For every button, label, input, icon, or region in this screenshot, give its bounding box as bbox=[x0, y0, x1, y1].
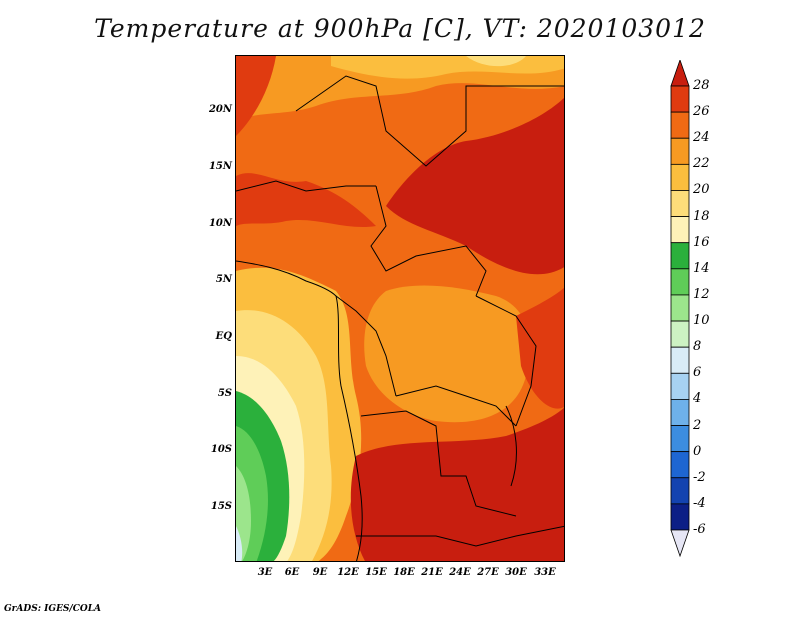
colorbar-tick-label: -6 bbox=[693, 522, 706, 537]
coastline-west-africa bbox=[236, 260, 363, 561]
lon-label: 6E bbox=[284, 567, 300, 578]
lon-label: 27E bbox=[477, 567, 499, 578]
colorbar-segment bbox=[670, 190, 690, 217]
lat-label: 5N bbox=[215, 274, 232, 285]
colorbar-tick-label: 2 bbox=[693, 417, 702, 433]
lat-label: 10S bbox=[210, 444, 232, 455]
chart-title: Temperature at 900hPa [C], VT: 202010301… bbox=[94, 14, 706, 43]
border-angola bbox=[360, 410, 517, 517]
colorbar-tick-label: 4 bbox=[693, 391, 702, 407]
colorbar-segment bbox=[670, 320, 690, 348]
colorbar bbox=[670, 60, 690, 558]
lon-label: 18E bbox=[393, 567, 415, 578]
colorbar-segment bbox=[670, 399, 690, 426]
lat-label: 10N bbox=[208, 218, 232, 229]
lon-label: 3E bbox=[257, 567, 273, 578]
lat-label: 5S bbox=[217, 388, 232, 399]
field-eastafrica-hot bbox=[516, 287, 564, 409]
colorbar-segment bbox=[670, 137, 690, 165]
colorbar-segment bbox=[670, 242, 690, 270]
field-sudan-hot bbox=[386, 97, 564, 275]
colorbar-tick-label: 20 bbox=[693, 182, 710, 198]
lon-label: 15E bbox=[365, 567, 387, 578]
field-north-warm bbox=[236, 56, 564, 121]
colorbar-segment bbox=[670, 372, 690, 400]
colorbar-tick-label: 0 bbox=[693, 443, 702, 459]
colorbar-tick-label: 24 bbox=[693, 130, 710, 146]
colorbar-segment bbox=[670, 451, 690, 479]
lon-label: 30E bbox=[505, 567, 527, 578]
lon-label: 33E bbox=[534, 567, 556, 578]
colorbar-bottom-triangle bbox=[670, 529, 690, 558]
border-cameroon bbox=[335, 295, 397, 397]
field-westsahel-hot bbox=[236, 173, 376, 228]
colorbar-tick-label: 18 bbox=[693, 208, 710, 224]
colorbar-segment bbox=[670, 216, 690, 244]
colorbar-tick-label: -2 bbox=[693, 469, 706, 485]
border-south bbox=[356, 525, 564, 547]
colorbar-tick-label: 28 bbox=[693, 78, 710, 93]
colorbar-segment bbox=[670, 268, 690, 296]
colorbar-segment bbox=[670, 111, 690, 139]
credit-text: GrADS: IGES/COLA bbox=[4, 604, 102, 614]
field-south-hot bbox=[350, 407, 564, 561]
colorbar-tick-label: 12 bbox=[693, 286, 710, 302]
field-congo-warm bbox=[364, 285, 530, 423]
colorbar-segment bbox=[670, 425, 690, 453]
colorbar-segment bbox=[670, 503, 690, 531]
colorbar-segment bbox=[670, 346, 690, 374]
lat-label: EQ bbox=[215, 331, 232, 342]
lon-label: 9E bbox=[312, 567, 328, 578]
colorbar-tick-label: 16 bbox=[693, 234, 710, 250]
colorbar-segment bbox=[670, 85, 690, 113]
lon-label: 21E bbox=[421, 567, 443, 578]
colorbar-segment bbox=[670, 294, 690, 322]
colorbar-top-triangle bbox=[670, 60, 690, 87]
colorbar-tick-label: 14 bbox=[693, 260, 710, 276]
border-congo bbox=[395, 385, 517, 427]
border-sahara-1 bbox=[295, 75, 564, 167]
lon-label: 12E bbox=[337, 567, 359, 578]
colorbar-tick-label: -4 bbox=[693, 495, 706, 511]
colorbar-tick-label: 6 bbox=[693, 365, 702, 381]
lake-east bbox=[505, 405, 517, 487]
field-upper-hot bbox=[236, 56, 276, 136]
field-north-pale bbox=[466, 56, 526, 67]
colorbar-tick-label: 10 bbox=[693, 313, 710, 329]
lat-label: 15S bbox=[210, 501, 232, 512]
border-chad bbox=[370, 185, 487, 297]
border-west bbox=[236, 180, 376, 192]
colorbar-segment bbox=[670, 163, 690, 191]
border-eastafrica bbox=[475, 295, 537, 427]
colorbar-tick-label: 8 bbox=[693, 339, 702, 355]
colorbar-tick-label: 26 bbox=[693, 104, 710, 120]
colorbar-tick-label: 22 bbox=[693, 156, 710, 172]
colorbar-segment bbox=[670, 477, 690, 505]
lon-label: 24E bbox=[449, 567, 471, 578]
lat-label: 20N bbox=[208, 104, 232, 115]
field-atlantic-8 bbox=[236, 526, 243, 561]
lat-label: 15N bbox=[208, 161, 232, 172]
temperature-map bbox=[235, 55, 565, 562]
